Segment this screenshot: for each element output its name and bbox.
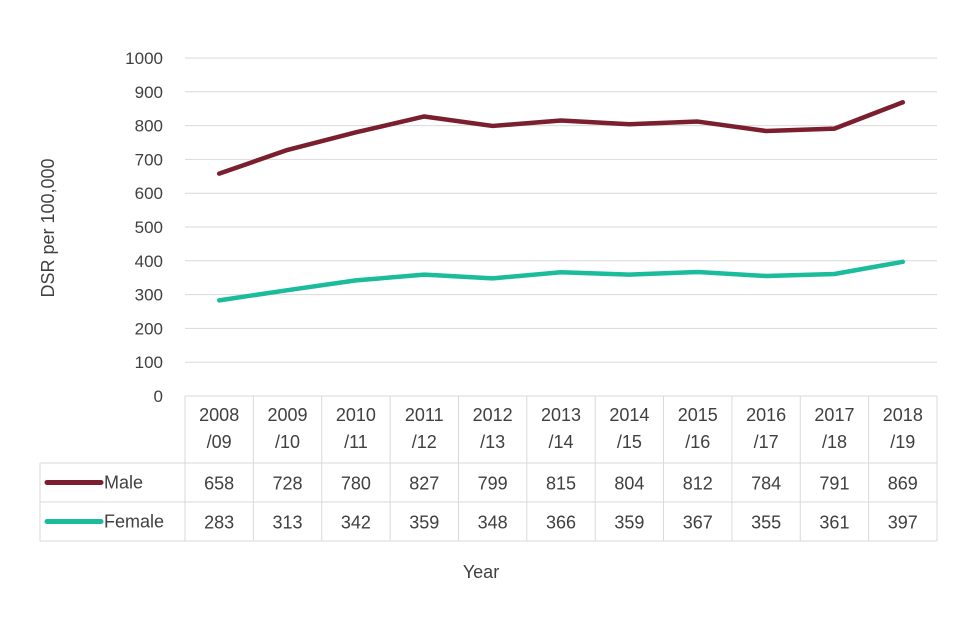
x-tick-label: 2013 [541,405,581,425]
y-axis-title: DSR per 100,000 [38,158,58,297]
data-label: 397 [888,513,918,533]
data-label: 791 [819,474,849,494]
data-label: 812 [683,474,713,494]
data-label: 728 [273,474,303,494]
data-label: 799 [478,474,508,494]
x-tick-label: 2008 [199,405,239,425]
x-tick-label: /16 [685,432,710,452]
legend-label: Male [104,473,143,493]
data-label: 827 [409,474,439,494]
y-tick-label: 1000 [125,49,163,68]
y-tick-label: 700 [135,150,163,169]
data-label: 359 [614,513,644,533]
x-tick-label: /13 [480,432,505,452]
data-label: 367 [683,513,713,533]
x-tick-label: 2016 [746,405,786,425]
data-label: 361 [819,513,849,533]
x-tick-label: 2014 [609,405,649,425]
data-label: 869 [888,474,918,494]
data-label: 366 [546,513,576,533]
y-tick-label: 600 [135,184,163,203]
x-tick-label: /11 [344,432,368,452]
data-label: 359 [409,513,439,533]
y-tick-label: 200 [135,319,163,338]
data-label: 313 [273,513,303,533]
x-tick-label: 2017 [814,405,854,425]
x-tick-label: /19 [890,432,915,452]
data-label: 804 [614,474,644,494]
x-tick-label: /14 [548,432,573,452]
data-label: 784 [751,474,781,494]
data-table: 2008/09 2009/10 2010/11 2011/12 2012/13 2013 /… [39,395,938,542]
y-axis-ticks: 0 100 200 300 400 500 600 700 800 900 1000 [125,49,163,406]
x-tick-label: 2011 [405,405,444,425]
y-tick-label: 0 [154,387,163,406]
x-tick-label: /10 [275,432,300,452]
data-label: 283 [204,513,234,533]
x-tick-label: /09 [207,432,232,452]
x-tick-label: /18 [822,432,847,452]
y-tick-label: 300 [135,286,163,305]
x-tick-label: 2015 [678,405,718,425]
y-tick-label: 100 [135,353,163,372]
series-lines [216,100,906,303]
data-label: 348 [478,513,508,533]
x-axis-title: Year [463,562,499,582]
x-tick-label: 2012 [473,405,513,425]
data-label: 815 [546,474,576,494]
data-label: 658 [204,474,234,494]
legend-label: Female [104,512,164,532]
y-tick-label: 800 [135,117,163,136]
x-tick-label: /12 [412,432,437,452]
data-label: 342 [341,513,371,533]
x-tick-label: 2009 [268,405,308,425]
x-tick-label: 2010 [336,405,376,425]
x-tick-label: 2018 [883,405,923,425]
y-tick-label: 900 [135,83,163,102]
y-tick-label: 500 [135,218,163,237]
x-tick-label: /15 [617,432,642,452]
y-tick-label: 400 [135,252,163,271]
data-label: 355 [751,513,781,533]
series-line-male [216,100,906,176]
gridlines [185,57,937,363]
data-label: 780 [341,474,371,494]
x-tick-label: /17 [754,432,779,452]
